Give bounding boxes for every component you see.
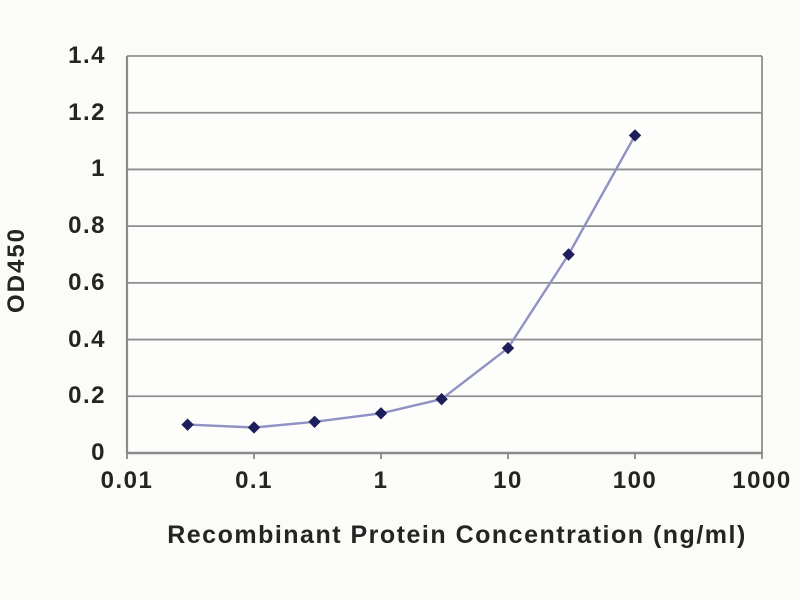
y-tick-label: 0.2 [68,382,106,410]
plot-background [127,56,762,453]
y-tick-label: 1.2 [68,98,106,126]
x-tick-label: 1 [373,467,389,494]
y-tick-label: 0.6 [68,268,106,296]
data-point-marker [435,392,448,406]
x-tick-label: 1000 [732,467,792,494]
y-tick-label: 1 [91,155,106,183]
data-line [186,134,637,429]
data-point-marker [374,407,388,420]
data-point-marker [308,415,321,429]
y-tick-label: 1.4 [68,42,106,69]
data-point-marker [501,341,515,355]
y-tick-label: 0 [91,439,106,466]
data-point-marker [562,248,575,261]
x-axis-title: Recombinant Protein Concentration (ng/ml… [167,521,747,549]
x-tick-label: 0.1 [235,467,273,494]
data-point-marker [181,418,194,431]
data-point-marker [247,421,261,434]
x-tick-label: 100 [612,467,658,494]
data-point-marker [628,129,642,142]
y-axis-title: OD450 [3,226,30,314]
y-tick-label: 0.8 [68,212,106,240]
x-tick-label: 0.01 [100,467,154,494]
y-tick-label: 0.4 [68,325,106,353]
x-tick-label: 10 [493,467,523,494]
